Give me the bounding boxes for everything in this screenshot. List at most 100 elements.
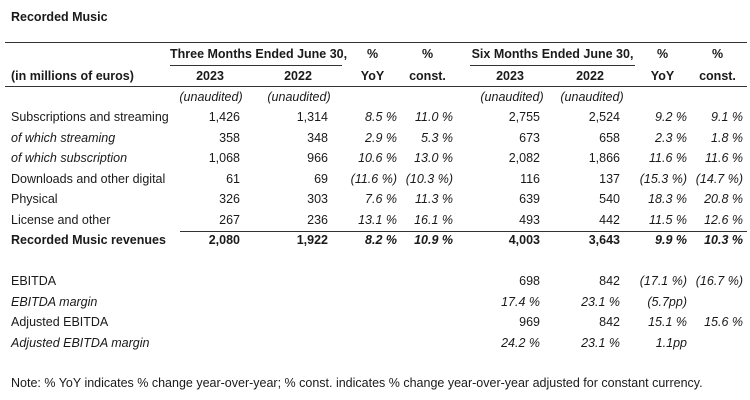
cell-h22: 1,866 — [588, 151, 620, 165]
row-label: License and other — [11, 212, 111, 227]
cell-h22: 23.1 % — [581, 294, 620, 309]
cell-h22: 842 — [599, 315, 620, 329]
header-q-yoy: YoY — [360, 69, 385, 83]
unaudited-h-2022: (unaudited) — [560, 90, 624, 104]
row-label: Downloads and other digital — [11, 171, 166, 186]
row-label: Recorded Music revenues — [11, 233, 166, 247]
footnote: Note: % YoY indicates % change year-over… — [11, 376, 703, 390]
cell-q22: 1,314 — [296, 110, 328, 124]
cell-q22: 966 — [307, 151, 328, 165]
cell-qyoy: 10.6 % — [358, 151, 397, 165]
cell-h22: 442 — [599, 212, 620, 227]
cell-q23: 2,080 — [208, 233, 240, 247]
unaudited-q-2022: (unaudited) — [267, 90, 331, 104]
cell-qyoy: 13.1 % — [358, 212, 397, 227]
cell-h23: 4,003 — [508, 233, 540, 247]
row-label: Adjusted EBITDA — [11, 315, 109, 329]
cell-hyoy: (5.7pp) — [647, 294, 687, 309]
row-label: Subscriptions and streaming — [11, 110, 169, 124]
cell-h22: 842 — [599, 274, 620, 288]
header-pct-yoy-h: % — [656, 47, 669, 61]
cell-q23: 326 — [219, 192, 240, 206]
row-label: EBITDA margin — [11, 294, 98, 309]
unaudited-q-2023: (unaudited) — [179, 90, 243, 104]
cell-hyoy: 18.3 % — [648, 192, 687, 206]
table-top-rule — [5, 42, 747, 43]
cell-hconst: 15.6 % — [704, 315, 743, 329]
cell-hyoy: 1.1pp — [655, 335, 687, 350]
cell-qyoy: 8.2 % — [365, 233, 397, 247]
cell-hconst: (14.7 %) — [695, 171, 743, 186]
header-three-months: Three Months Ended June 30, — [170, 47, 348, 61]
row-label: of which subscription — [11, 151, 128, 165]
cell-q22: 236 — [307, 212, 328, 227]
cell-hyoy: 15.1 % — [648, 315, 687, 329]
cell-h23: 969 — [519, 315, 540, 329]
header-h-const: const. — [699, 69, 736, 83]
row-label: Physical — [11, 192, 58, 206]
cell-h23: 673 — [519, 130, 540, 145]
section-title: Recorded Music — [11, 10, 108, 24]
header-pct-yoy-q: % — [366, 47, 379, 61]
cell-q23: 358 — [219, 130, 240, 145]
cell-q22: 348 — [307, 130, 328, 145]
cell-hyoy: 9.2 % — [655, 110, 687, 124]
cell-h23: 24.2 % — [501, 335, 540, 350]
header-six-months: Six Months Ended June 30, — [471, 47, 634, 61]
row-label: of which streaming — [11, 130, 116, 145]
cell-hyoy: 11.5 % — [649, 212, 687, 227]
cell-h23: 2,755 — [508, 110, 540, 124]
cell-hyoy: 2.3 % — [655, 130, 687, 145]
cell-hconst: 20.8 % — [704, 192, 743, 206]
cell-qyoy: 2.9 % — [365, 130, 397, 145]
cell-hyoy: (17.1 %) — [639, 274, 687, 288]
cell-qconst: 11.3 % — [415, 192, 453, 206]
total-rule — [180, 231, 747, 232]
header-h-2022: 2022 — [576, 69, 604, 83]
cell-h23: 17.4 % — [501, 294, 540, 309]
units-label: (in millions of euros) — [11, 69, 134, 83]
cell-q22: 1,922 — [296, 233, 328, 247]
row-label: Adjusted EBITDA margin — [11, 335, 150, 350]
header-pct-const-h: % — [711, 47, 724, 61]
cell-qconst: 16.1 % — [414, 212, 453, 227]
cell-q22: 303 — [307, 192, 328, 206]
cell-qyoy: 8.5 % — [365, 110, 397, 124]
cell-hconst: 12.6 % — [704, 212, 743, 227]
cell-q23: 1,426 — [208, 110, 240, 124]
cell-h22: 23.1 % — [581, 335, 620, 350]
header-h-yoy: YoY — [650, 69, 675, 83]
cell-h23: 116 — [520, 171, 540, 186]
cell-h23: 493 — [519, 212, 540, 227]
cell-hconst: 9.1 % — [711, 110, 743, 124]
cell-qyoy: 7.6 % — [365, 192, 397, 206]
header-rule — [5, 86, 747, 87]
cell-h22: 2,524 — [588, 110, 620, 124]
cell-q23: 267 — [219, 212, 240, 227]
cell-q23: 61 — [226, 171, 240, 186]
cell-h23: 2,082 — [508, 151, 540, 165]
cell-h23: 698 — [519, 274, 540, 288]
underline-six-months — [470, 65, 635, 66]
header-q-const: const. — [409, 69, 446, 83]
cell-h22: 540 — [599, 192, 620, 206]
header-q-2023: 2023 — [196, 69, 224, 83]
cell-hconst: 11.6 % — [705, 151, 743, 165]
cell-qconst: 5.3 % — [421, 130, 453, 145]
cell-hconst: (16.7 %) — [695, 274, 743, 288]
cell-h22: 3,643 — [588, 233, 620, 247]
cell-qconst: 10.9 % — [414, 233, 453, 247]
cell-h23: 639 — [519, 192, 540, 206]
cell-hyoy: 11.6 % — [649, 151, 687, 165]
cell-qconst: 13.0 % — [414, 151, 453, 165]
cell-q22: 69 — [314, 171, 328, 186]
unaudited-h-2023: (unaudited) — [480, 90, 544, 104]
cell-qconst: 11.0 % — [415, 110, 453, 124]
cell-hyoy: (15.3 %) — [639, 171, 687, 186]
header-h-2023: 2023 — [496, 69, 524, 83]
cell-qconst: (10.3 %) — [405, 171, 453, 186]
cell-hconst: 10.3 % — [704, 233, 743, 247]
cell-qyoy: (11.6 %) — [350, 171, 397, 186]
header-q-2022: 2022 — [284, 69, 312, 83]
cell-q23: 1,068 — [208, 151, 240, 165]
